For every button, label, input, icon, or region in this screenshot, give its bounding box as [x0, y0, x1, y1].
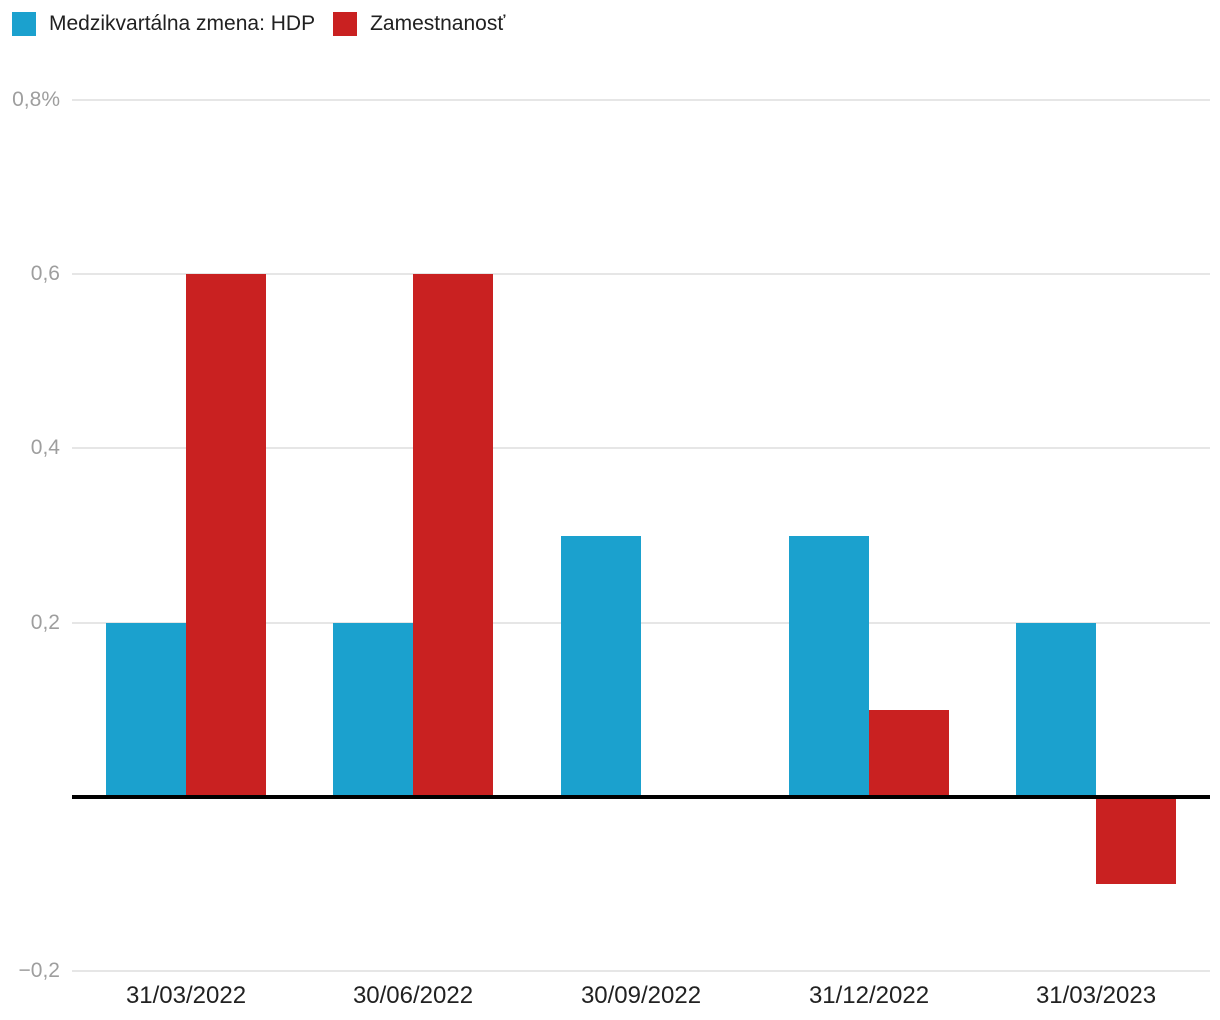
- x-axis-label: 30/09/2022: [580, 982, 702, 1009]
- x-axis-label: 31/03/2023: [1035, 982, 1157, 1009]
- x-axis-label: 31/12/2022: [808, 982, 930, 1009]
- bar-zamestnanost-4[interactable]: [1096, 797, 1176, 884]
- bar-zamestnanost-1[interactable]: [413, 274, 493, 797]
- y-tick-label: 0,6: [30, 262, 60, 285]
- bar-hdp-4[interactable]: [1016, 623, 1096, 797]
- gridline--0.2: [72, 970, 1210, 972]
- bar-hdp-2[interactable]: [561, 536, 641, 797]
- gridline-0.8: [72, 99, 1210, 101]
- legend-swatch-zamestnanost-icon: [333, 12, 358, 36]
- chart-legend: Medzikvartálna zmena: HDP Zamestnanosť: [12, 12, 505, 36]
- y-tick-label: 0,2: [30, 611, 60, 634]
- legend-item-zamestnanost[interactable]: Zamestnanosť: [333, 12, 505, 36]
- y-tick-label: −0,2: [18, 959, 60, 982]
- x-axis-label: 31/03/2022: [125, 982, 247, 1009]
- zero-axis-line: [72, 795, 1210, 799]
- bar-zamestnanost-3[interactable]: [869, 710, 949, 797]
- y-tick-label: 0,8%: [12, 88, 60, 111]
- legend-swatch-hdp-icon: [12, 12, 36, 36]
- bar-hdp-0[interactable]: [106, 623, 186, 797]
- x-axis-label: 30/06/2022: [352, 982, 474, 1009]
- bar-hdp-1[interactable]: [333, 623, 413, 797]
- gridline-0.4: [72, 447, 1210, 449]
- legend-label-hdp: Medzikvartálna zmena: HDP: [49, 12, 316, 35]
- gridline-0.2: [72, 622, 1210, 624]
- legend-item-hdp[interactable]: Medzikvartálna zmena: HDP: [12, 12, 315, 36]
- gridline-0.6: [72, 273, 1210, 275]
- legend-label-zamestnanost: Zamestnanosť: [370, 12, 506, 35]
- bar-hdp-3[interactable]: [789, 536, 869, 797]
- bar-zamestnanost-0[interactable]: [186, 274, 266, 797]
- y-tick-label: 0,4: [30, 436, 60, 459]
